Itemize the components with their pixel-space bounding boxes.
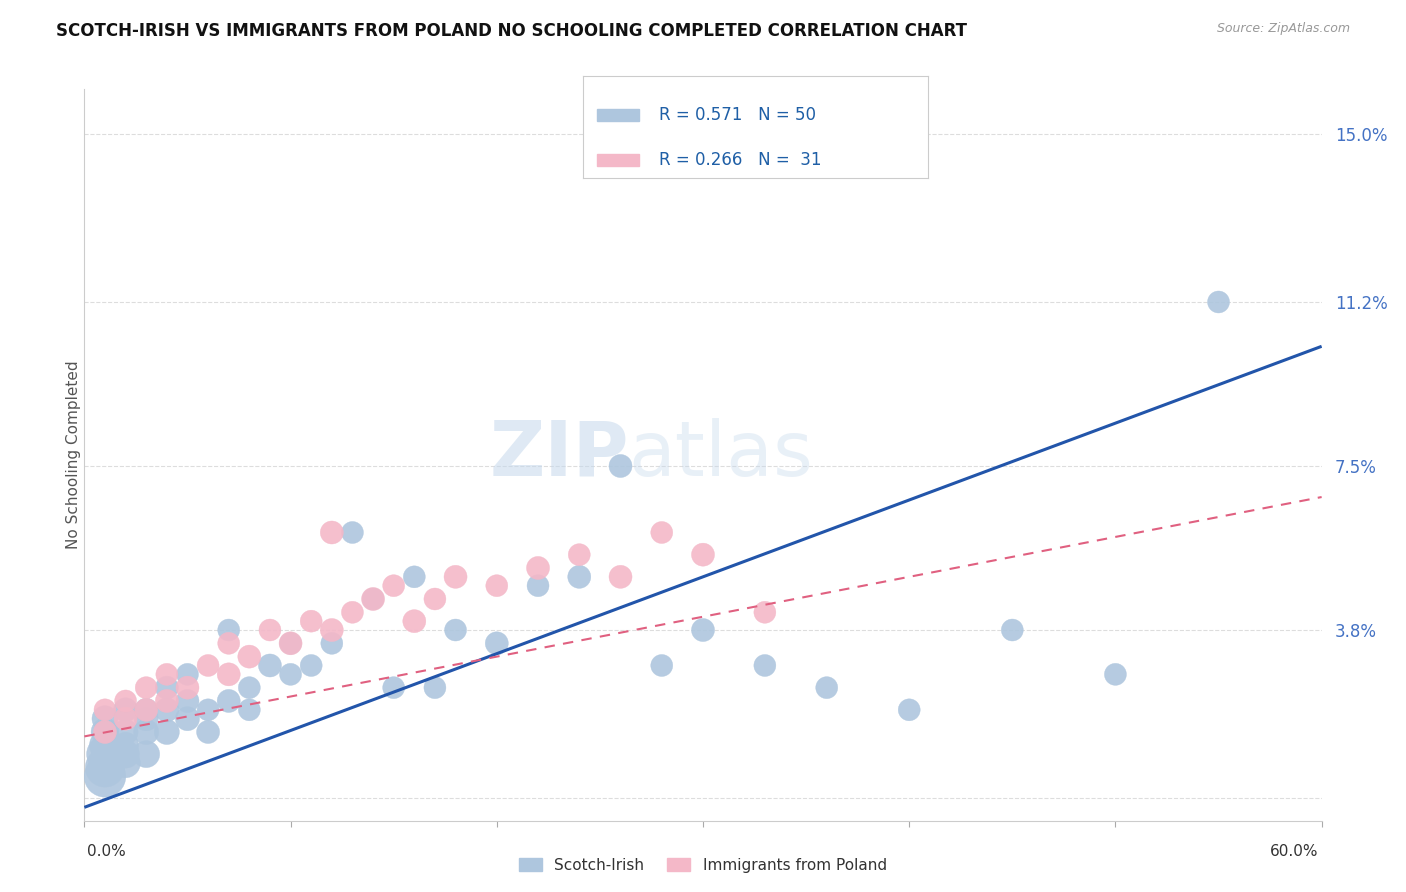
Point xyxy=(238,649,260,664)
Point xyxy=(218,694,240,708)
Point xyxy=(754,658,776,673)
Point xyxy=(382,681,405,695)
Point xyxy=(692,623,714,637)
Point xyxy=(94,712,117,726)
Point xyxy=(197,658,219,673)
Point xyxy=(94,739,117,753)
Point xyxy=(135,725,157,739)
Point xyxy=(176,681,198,695)
Point xyxy=(176,694,198,708)
Point xyxy=(1001,623,1024,637)
Point xyxy=(197,725,219,739)
Point xyxy=(238,681,260,695)
Point xyxy=(114,712,136,726)
Point xyxy=(485,579,508,593)
Point xyxy=(135,703,157,717)
Point xyxy=(342,605,364,619)
Point xyxy=(361,592,384,607)
Point xyxy=(404,614,426,628)
Point xyxy=(568,570,591,584)
Point xyxy=(135,747,157,761)
Text: R = 0.571   N = 50: R = 0.571 N = 50 xyxy=(659,106,817,124)
Point xyxy=(94,747,117,761)
Point xyxy=(114,703,136,717)
Point xyxy=(114,747,136,761)
Point xyxy=(342,525,364,540)
Point xyxy=(404,570,426,584)
Point xyxy=(527,579,550,593)
Text: 60.0%: 60.0% xyxy=(1271,845,1319,859)
Point xyxy=(259,623,281,637)
Point xyxy=(135,681,157,695)
Point xyxy=(815,681,838,695)
Point xyxy=(527,561,550,575)
Point xyxy=(321,525,343,540)
Point xyxy=(1104,667,1126,681)
Point xyxy=(423,681,446,695)
Point xyxy=(218,667,240,681)
Point xyxy=(114,739,136,753)
Legend: Scotch-Irish, Immigrants from Poland: Scotch-Irish, Immigrants from Poland xyxy=(513,852,893,879)
Point xyxy=(898,703,921,717)
Point xyxy=(114,725,136,739)
Point xyxy=(1208,295,1230,310)
Point xyxy=(299,614,322,628)
Point xyxy=(259,658,281,673)
Point xyxy=(156,681,179,695)
Point xyxy=(156,703,179,717)
Point xyxy=(94,725,117,739)
Point xyxy=(754,605,776,619)
Text: ZIP: ZIP xyxy=(489,418,628,491)
Text: atlas: atlas xyxy=(628,418,814,491)
Point xyxy=(423,592,446,607)
Point xyxy=(651,525,673,540)
Text: Source: ZipAtlas.com: Source: ZipAtlas.com xyxy=(1216,22,1350,36)
Point xyxy=(156,667,179,681)
Point xyxy=(156,694,179,708)
Point xyxy=(692,548,714,562)
Bar xyxy=(598,109,638,121)
Bar xyxy=(598,153,638,166)
Point xyxy=(238,703,260,717)
Point xyxy=(280,636,302,650)
Text: R = 0.266   N =  31: R = 0.266 N = 31 xyxy=(659,151,821,169)
Point xyxy=(361,592,384,607)
Point xyxy=(114,694,136,708)
Point xyxy=(94,725,117,739)
Point xyxy=(299,658,322,673)
Point xyxy=(135,703,157,717)
Point xyxy=(218,636,240,650)
Text: SCOTCH-IRISH VS IMMIGRANTS FROM POLAND NO SCHOOLING COMPLETED CORRELATION CHART: SCOTCH-IRISH VS IMMIGRANTS FROM POLAND N… xyxy=(56,22,967,40)
Point xyxy=(651,658,673,673)
Point xyxy=(176,667,198,681)
Point xyxy=(94,760,117,774)
Point xyxy=(114,756,136,770)
Point xyxy=(197,703,219,717)
Point xyxy=(382,579,405,593)
Point xyxy=(444,623,467,637)
Point xyxy=(176,712,198,726)
Point xyxy=(609,570,631,584)
Point xyxy=(218,623,240,637)
Point xyxy=(94,703,117,717)
Point xyxy=(568,548,591,562)
Point xyxy=(321,636,343,650)
Point xyxy=(280,667,302,681)
Point xyxy=(156,725,179,739)
Text: 0.0%: 0.0% xyxy=(87,845,127,859)
Point xyxy=(135,712,157,726)
Point xyxy=(321,623,343,637)
Point xyxy=(609,458,631,473)
Point xyxy=(280,636,302,650)
Y-axis label: No Schooling Completed: No Schooling Completed xyxy=(66,360,80,549)
Point xyxy=(94,769,117,783)
Point xyxy=(444,570,467,584)
Point xyxy=(485,636,508,650)
